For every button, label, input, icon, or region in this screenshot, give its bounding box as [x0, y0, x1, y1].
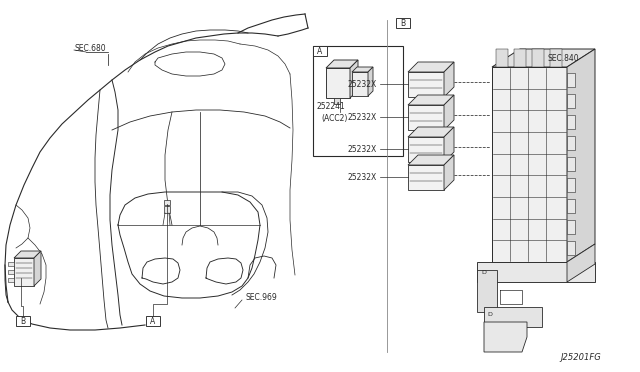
Polygon shape: [334, 98, 340, 104]
Polygon shape: [352, 67, 373, 72]
Polygon shape: [326, 68, 350, 98]
Polygon shape: [8, 278, 14, 282]
Text: (ACC2): (ACC2): [321, 113, 348, 122]
Polygon shape: [8, 270, 14, 274]
Polygon shape: [567, 94, 575, 108]
Text: 252241: 252241: [317, 102, 346, 110]
Text: A: A: [150, 317, 156, 326]
Polygon shape: [567, 220, 575, 234]
Polygon shape: [164, 200, 170, 205]
Text: 25232X: 25232X: [348, 144, 377, 154]
Polygon shape: [567, 73, 575, 87]
Polygon shape: [408, 165, 444, 190]
Polygon shape: [444, 95, 454, 130]
Text: B: B: [401, 19, 406, 28]
Polygon shape: [444, 62, 454, 97]
Text: D: D: [488, 311, 492, 317]
Polygon shape: [34, 251, 41, 286]
Polygon shape: [550, 49, 562, 67]
Polygon shape: [14, 251, 41, 258]
Polygon shape: [492, 49, 595, 67]
Polygon shape: [477, 262, 595, 282]
Text: A: A: [317, 46, 323, 55]
Polygon shape: [408, 95, 454, 105]
Polygon shape: [8, 262, 14, 266]
Polygon shape: [444, 155, 454, 190]
Bar: [313, 46, 327, 56]
Polygon shape: [484, 322, 527, 352]
Polygon shape: [350, 60, 358, 98]
Polygon shape: [164, 206, 170, 213]
Text: 25232X: 25232X: [348, 112, 377, 122]
Text: 25232X: 25232X: [348, 173, 377, 182]
Polygon shape: [567, 157, 575, 171]
Polygon shape: [496, 49, 508, 67]
Polygon shape: [492, 67, 567, 262]
Polygon shape: [408, 72, 444, 97]
Polygon shape: [532, 49, 544, 67]
Polygon shape: [484, 307, 542, 327]
Polygon shape: [567, 136, 575, 150]
Bar: [396, 18, 410, 28]
Polygon shape: [567, 241, 575, 255]
Polygon shape: [514, 49, 526, 67]
Text: SEC.840: SEC.840: [548, 54, 580, 62]
Bar: [313, 46, 403, 156]
Polygon shape: [567, 199, 575, 213]
Polygon shape: [408, 105, 444, 130]
Polygon shape: [408, 127, 454, 137]
Text: J25201FG: J25201FG: [560, 353, 601, 362]
Text: 25232X: 25232X: [348, 80, 377, 89]
Polygon shape: [567, 115, 575, 129]
Polygon shape: [408, 137, 444, 162]
Text: SEC.680: SEC.680: [74, 44, 106, 52]
Polygon shape: [444, 127, 454, 162]
Text: B: B: [20, 317, 26, 326]
Polygon shape: [408, 155, 454, 165]
Polygon shape: [326, 60, 358, 68]
Polygon shape: [567, 244, 595, 282]
Text: D: D: [481, 269, 486, 275]
Bar: [16, 316, 30, 326]
Polygon shape: [567, 49, 595, 262]
Polygon shape: [368, 67, 373, 96]
Text: SEC.969: SEC.969: [245, 294, 276, 302]
Polygon shape: [352, 72, 368, 96]
Polygon shape: [14, 258, 34, 286]
Polygon shape: [567, 178, 575, 192]
Polygon shape: [477, 270, 497, 312]
Polygon shape: [408, 62, 454, 72]
Bar: [146, 316, 160, 326]
